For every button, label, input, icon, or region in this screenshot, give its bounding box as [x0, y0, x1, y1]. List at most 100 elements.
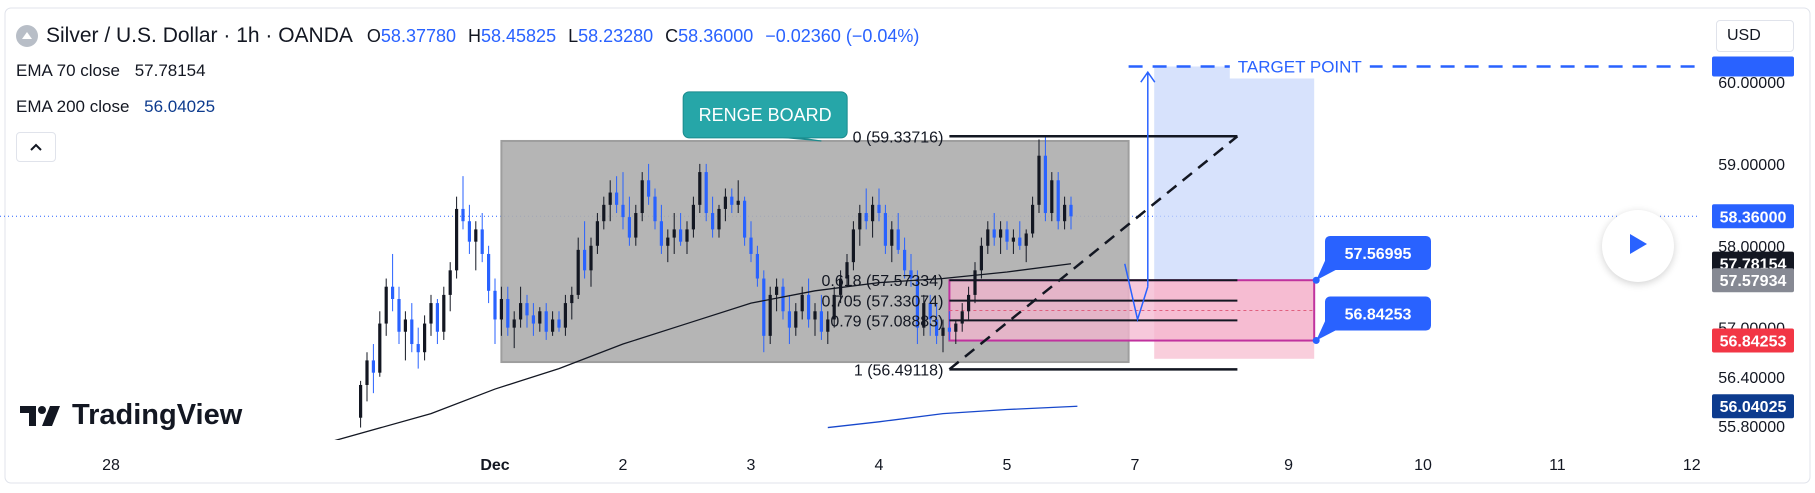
candle-body[interactable]: [704, 172, 708, 214]
candle-body[interactable]: [1024, 233, 1028, 246]
candle-body[interactable]: [979, 245, 983, 271]
candle-body[interactable]: [1037, 155, 1041, 205]
candle-body[interactable]: [736, 200, 740, 205]
ema70-line[interactable]: [329, 263, 1072, 442]
candle-body[interactable]: [967, 294, 971, 312]
candle-body[interactable]: [1043, 155, 1047, 214]
candle-body[interactable]: [928, 303, 932, 320]
candle-body[interactable]: [615, 192, 619, 205]
currency-selector[interactable]: USD: [1716, 20, 1794, 52]
candle-body[interactable]: [915, 278, 919, 328]
candle-body[interactable]: [397, 298, 401, 332]
candle-body[interactable]: [1005, 229, 1009, 242]
candle-body[interactable]: [499, 298, 503, 320]
candle-body[interactable]: [973, 270, 977, 295]
candle-body[interactable]: [864, 213, 868, 222]
candle-body[interactable]: [442, 294, 446, 332]
candle-body[interactable]: [698, 172, 702, 205]
candle-body[interactable]: [557, 319, 561, 328]
candle-body[interactable]: [807, 294, 811, 320]
candle-body[interactable]: [627, 217, 631, 238]
entry-callout-lower[interactable]: [1325, 296, 1431, 331]
candle-body[interactable]: [1056, 180, 1060, 222]
candle-body[interactable]: [531, 315, 535, 324]
candle-body[interactable]: [467, 221, 471, 242]
candle-body[interactable]: [403, 319, 407, 332]
candle-body[interactable]: [570, 294, 574, 304]
ema70-legend[interactable]: EMA 70 close 57.78154: [16, 61, 206, 81]
candle-body[interactable]: [877, 204, 881, 214]
candle-body[interactable]: [762, 278, 766, 336]
candle-body[interactable]: [832, 294, 836, 320]
candle-body[interactable]: [384, 286, 388, 324]
candle-body[interactable]: [583, 249, 587, 271]
candle-body[interactable]: [563, 303, 567, 328]
candle-body[interactable]: [787, 311, 791, 328]
candle-body[interactable]: [455, 208, 459, 271]
candle-body[interactable]: [378, 323, 382, 373]
candle-body[interactable]: [679, 229, 683, 242]
candle-body[interactable]: [659, 221, 663, 246]
candle-body[interactable]: [551, 319, 555, 332]
ema200-line[interactable]: [827, 405, 1078, 429]
candle-body[interactable]: [947, 327, 951, 332]
candle-body[interactable]: [493, 290, 497, 320]
candle-body[interactable]: [871, 204, 875, 222]
candle-body[interactable]: [608, 192, 612, 205]
candle-body[interactable]: [519, 303, 523, 320]
candle-body[interactable]: [410, 319, 414, 345]
candle-body[interactable]: [730, 196, 734, 205]
candle-body[interactable]: [781, 286, 785, 312]
replay-button[interactable]: [1602, 210, 1674, 282]
candle-body[interactable]: [365, 360, 369, 385]
candle-body[interactable]: [775, 286, 779, 295]
candle-body[interactable]: [435, 303, 439, 332]
candle-body[interactable]: [538, 311, 542, 324]
candle-body[interactable]: [448, 270, 452, 295]
candle-body[interactable]: [839, 278, 843, 295]
candle-body[interactable]: [672, 229, 676, 238]
candle-body[interactable]: [1050, 180, 1054, 214]
candle-body[interactable]: [685, 229, 689, 242]
candle-body[interactable]: [768, 294, 772, 336]
symbol-title[interactable]: Silver / U.S. Dollar · 1h · OANDA: [46, 24, 353, 47]
candle-body[interactable]: [512, 319, 516, 328]
candle-body[interactable]: [653, 196, 657, 222]
candle-body[interactable]: [506, 298, 510, 328]
candle-body[interactable]: [986, 229, 990, 246]
candle-body[interactable]: [691, 204, 695, 230]
candle-body[interactable]: [589, 245, 593, 271]
candle-body[interactable]: [359, 384, 363, 418]
candle-body[interactable]: [1018, 237, 1022, 246]
candle-body[interactable]: [1011, 237, 1015, 242]
candle-body[interactable]: [858, 213, 862, 230]
candle-body[interactable]: [1063, 204, 1067, 222]
candle-body[interactable]: [525, 303, 529, 316]
candle-body[interactable]: [743, 200, 747, 238]
candle-body[interactable]: [1069, 204, 1073, 217]
candle-body[interactable]: [474, 229, 478, 242]
candle-body[interactable]: [941, 327, 945, 336]
target-zone[interactable]: [1154, 66, 1315, 281]
candle-body[interactable]: [800, 294, 804, 312]
candle-body[interactable]: [992, 229, 996, 238]
candle-body[interactable]: [391, 286, 395, 299]
candle-body[interactable]: [883, 213, 887, 246]
candle-body[interactable]: [576, 249, 580, 295]
candle-body[interactable]: [634, 213, 638, 238]
candle-body[interactable]: [903, 249, 907, 271]
candle-body[interactable]: [717, 208, 721, 230]
candle-body[interactable]: [544, 311, 548, 332]
renge-board-callout[interactable]: [682, 91, 848, 139]
candle-body[interactable]: [954, 323, 958, 332]
candle-body[interactable]: [896, 229, 900, 250]
candle-body[interactable]: [909, 270, 913, 279]
candle-body[interactable]: [851, 229, 855, 263]
candle-body[interactable]: [647, 180, 651, 197]
candle-body[interactable]: [480, 229, 484, 254]
candle-body[interactable]: [749, 237, 753, 254]
candle-body[interactable]: [845, 262, 849, 279]
candle-body[interactable]: [922, 303, 926, 328]
candle-body[interactable]: [960, 311, 964, 324]
